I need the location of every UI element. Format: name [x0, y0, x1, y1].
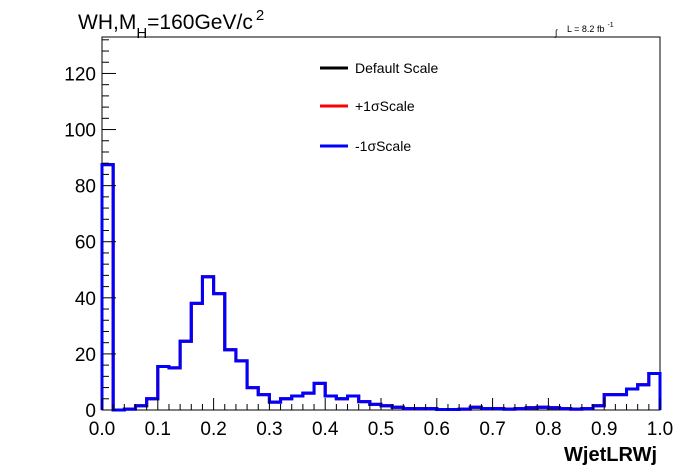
legend-label: -1σScale [355, 138, 411, 154]
x-tick-label: 1.0 [647, 419, 673, 440]
plot-title: WH,MH=160GeV/c 2 [78, 7, 264, 42]
legend-label: Default Scale [355, 60, 438, 76]
x-axis-title: WjetLRWj [564, 444, 657, 466]
x-tick-label: 0.4 [312, 419, 339, 440]
y-tick-label: 100 [64, 121, 96, 142]
y-tick-label: 40 [75, 289, 96, 310]
x-tick-label: 0.6 [424, 419, 450, 440]
luminosity-integral-symbol: ∫ [554, 28, 559, 38]
y-tick-label: 60 [75, 233, 96, 254]
x-tick-label: 0.0 [89, 419, 115, 440]
luminosity-annotation: L = 8.2 fb -1 [567, 22, 614, 34]
x-tick-label: 0.5 [368, 419, 394, 440]
y-tick-label: 20 [75, 345, 96, 366]
x-tick-label: 0.3 [256, 419, 282, 440]
x-tick-label: 0.9 [591, 419, 617, 440]
x-tick-label: 0.2 [200, 419, 226, 440]
y-tick-label: 80 [75, 177, 96, 198]
y-tick-label: 0 [85, 401, 96, 422]
legend: Default Scale +1σScale -1σScale [320, 60, 438, 154]
x-tick-label: 0.7 [479, 419, 505, 440]
y-tick-label: 120 [64, 64, 96, 85]
axis-layer: 0.0 0.1 0.2 0.3 0.4 0.5 0.6 0.7 0.8 0.9 1.0 0 20 40 60… [64, 39, 673, 440]
x-tick-label: 0.8 [535, 419, 561, 440]
legend-label: +1σScale [355, 98, 415, 114]
x-tick-label: 0.1 [145, 419, 171, 440]
